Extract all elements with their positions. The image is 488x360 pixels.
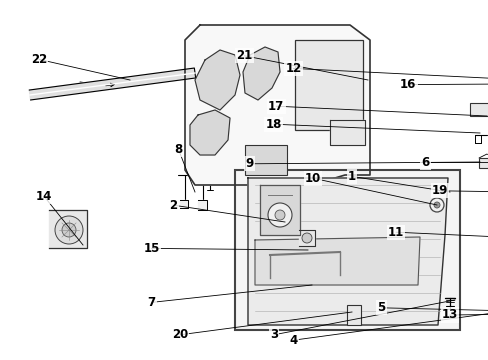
Circle shape: [55, 216, 83, 244]
Text: 13: 13: [441, 309, 457, 321]
Text: 2: 2: [169, 199, 177, 212]
Circle shape: [302, 233, 311, 243]
Polygon shape: [49, 210, 87, 248]
Polygon shape: [247, 178, 447, 325]
Text: 9: 9: [245, 157, 253, 170]
Bar: [294, 40, 362, 130]
Bar: [235, 170, 459, 330]
Polygon shape: [190, 110, 229, 155]
Polygon shape: [329, 120, 364, 145]
Polygon shape: [254, 237, 419, 285]
Text: 11: 11: [387, 226, 404, 239]
Circle shape: [429, 198, 443, 212]
Polygon shape: [195, 50, 240, 110]
Polygon shape: [198, 200, 206, 210]
Text: 14: 14: [36, 190, 52, 203]
Text: 19: 19: [431, 184, 447, 197]
Bar: [478, 158, 488, 168]
Text: 5: 5: [377, 301, 385, 314]
Text: 18: 18: [265, 118, 282, 131]
Text: 22: 22: [31, 53, 47, 66]
Text: 17: 17: [267, 100, 284, 113]
Text: 3: 3: [269, 328, 277, 341]
Polygon shape: [298, 230, 314, 246]
Circle shape: [433, 202, 439, 208]
Text: 1: 1: [347, 170, 355, 183]
Text: 12: 12: [285, 62, 301, 75]
Bar: [346, 305, 360, 325]
Text: 20: 20: [171, 328, 188, 341]
Polygon shape: [260, 185, 299, 235]
Circle shape: [62, 223, 76, 237]
Text: 21: 21: [236, 49, 252, 62]
Bar: [469, 103, 488, 116]
Bar: [244, 145, 286, 175]
Text: 4: 4: [289, 334, 297, 347]
Text: 16: 16: [399, 78, 416, 91]
Text: 8: 8: [174, 143, 182, 156]
Polygon shape: [29, 68, 195, 100]
Polygon shape: [184, 25, 369, 190]
Circle shape: [267, 203, 291, 227]
Text: 10: 10: [304, 172, 321, 185]
Polygon shape: [243, 47, 280, 100]
Text: 7: 7: [147, 296, 155, 309]
Text: 6: 6: [421, 156, 428, 168]
Polygon shape: [180, 200, 187, 208]
Circle shape: [274, 210, 285, 220]
Text: 15: 15: [143, 242, 160, 255]
